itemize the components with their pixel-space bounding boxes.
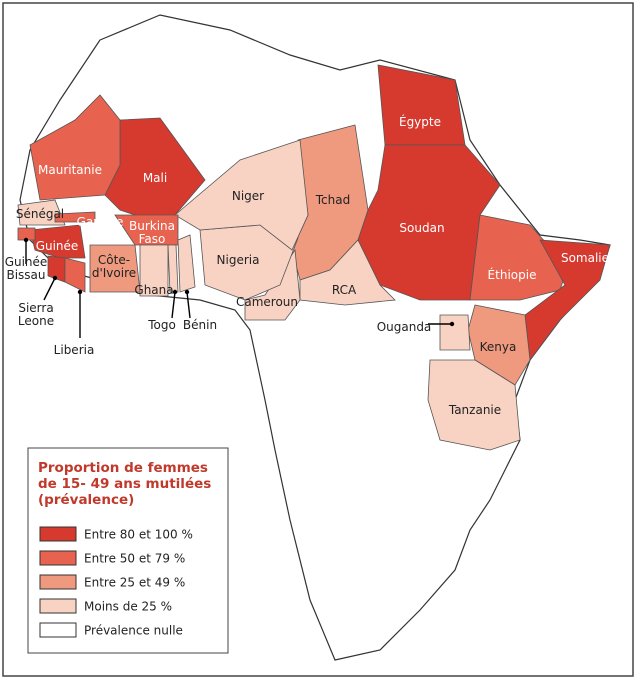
country-label-line: Togo xyxy=(147,318,176,332)
country-label-line: Éthiopie xyxy=(488,267,537,282)
country-label: Ghana xyxy=(134,283,173,297)
country-label-line: Somalie xyxy=(561,251,609,265)
country-label-line: Bissau xyxy=(6,268,45,282)
country-label-line: RCA xyxy=(332,283,357,297)
legend-swatch xyxy=(39,550,77,566)
country-label: RCA xyxy=(332,283,357,297)
country-label-line: Mali xyxy=(143,171,167,185)
legend-swatch xyxy=(39,622,77,638)
country-label: Guinée xyxy=(36,239,79,253)
country-label-line: Soudan xyxy=(399,221,444,235)
country-label: Tchad xyxy=(315,193,350,207)
pointer-head xyxy=(184,289,190,295)
country xyxy=(17,199,66,226)
country-label: Côte-d'Ivoire xyxy=(92,253,136,280)
country-label-line: d'Ivoire xyxy=(92,266,136,280)
country-label: Mali xyxy=(143,171,167,185)
country-label: Togo xyxy=(147,318,176,332)
country-label: Gambie xyxy=(77,215,124,229)
country xyxy=(524,239,611,362)
country-label-line: Ouganda xyxy=(377,320,432,334)
legend-swatch xyxy=(39,526,77,542)
country-label: Niger xyxy=(232,189,264,203)
country xyxy=(174,139,309,251)
legend-box xyxy=(27,447,229,654)
country-label-line: Gambie xyxy=(77,215,124,229)
country-label-line: Guinée xyxy=(5,255,48,269)
country-label: Ouganda xyxy=(377,320,432,334)
legend-label: Prévalence nulle xyxy=(84,624,183,638)
country-label-line: Bénin xyxy=(183,318,217,332)
country xyxy=(54,211,96,223)
country xyxy=(439,314,471,351)
legend-swatch xyxy=(39,598,77,614)
legend-title: Proportion de femmes xyxy=(38,460,208,476)
country-label-line: Liberia xyxy=(54,343,95,357)
country-label-line: Kenya xyxy=(480,340,517,354)
legend-swatch xyxy=(39,574,77,590)
country-label: Somalie xyxy=(561,251,609,265)
country-label-line: Leone xyxy=(18,314,54,328)
country-label: Cameroun xyxy=(236,295,298,309)
legend-label: Entre 80 et 100 % xyxy=(84,528,193,542)
country xyxy=(427,359,521,451)
pointer-line xyxy=(171,291,176,319)
country-label: Mauritanie xyxy=(38,163,102,177)
country-label-line: Niger xyxy=(232,189,264,203)
country-label: Burkina Faso xyxy=(129,219,175,246)
country-label-line: Burkina xyxy=(129,219,175,233)
country xyxy=(167,244,179,293)
country-label-line: Sierra xyxy=(18,301,53,315)
country-label: Égypte xyxy=(399,114,441,129)
country-label-line: Ghana xyxy=(134,283,173,297)
country xyxy=(29,94,121,201)
country-label: Sénégal xyxy=(16,207,64,221)
country-label: Sierra Leone xyxy=(18,301,54,328)
country xyxy=(299,239,396,306)
country-label-line: Sénégal xyxy=(16,207,64,221)
country-label-line: Nigeria xyxy=(217,253,260,267)
country-label-line: Faso xyxy=(139,232,166,246)
country-label: Liberia xyxy=(54,343,95,357)
country-label: Tanzanie xyxy=(448,403,501,417)
country-label-line: Tchad xyxy=(315,193,350,207)
country-label-line: Égypte xyxy=(399,114,441,129)
country-label: Kenya xyxy=(480,340,517,354)
country xyxy=(357,144,501,301)
country-label: Nigeria xyxy=(217,253,260,267)
country xyxy=(17,227,36,241)
country-label-line: Cameroun xyxy=(236,295,298,309)
country-label: Soudan xyxy=(399,221,444,235)
country-label: Éthiopie xyxy=(488,267,537,282)
pointer-head xyxy=(23,237,29,243)
pointer-line xyxy=(186,291,191,319)
pointer-head xyxy=(52,275,58,281)
countries xyxy=(17,64,611,451)
country-label: Guinée Bissau xyxy=(5,255,48,282)
country-label-line: Tanzanie xyxy=(448,403,501,417)
country-label: Bénin xyxy=(183,318,217,332)
country-label-line: Guinée xyxy=(36,239,79,253)
pointer-line xyxy=(43,277,56,301)
country xyxy=(29,224,86,259)
legend-title: de 15- 49 ans mutilées xyxy=(38,476,211,492)
country-label-line: Côte- xyxy=(98,253,130,267)
legend-label: Entre 50 et 79 % xyxy=(84,552,185,566)
country xyxy=(64,257,86,293)
country xyxy=(139,244,169,297)
legend-title: (prévalence) xyxy=(38,492,134,508)
pointer-head xyxy=(172,289,178,295)
legend-label: Moins de 25 % xyxy=(84,600,172,614)
legend-label: Entre 25 et 49 % xyxy=(84,576,185,590)
labels: Égypte Soudan Éthiopie Somalie Kenya Tanzanie… xyxy=(5,114,609,417)
country-label-line: Mauritanie xyxy=(38,163,102,177)
pointer-head xyxy=(449,321,455,327)
pointer-head xyxy=(77,289,83,295)
country xyxy=(177,234,196,293)
